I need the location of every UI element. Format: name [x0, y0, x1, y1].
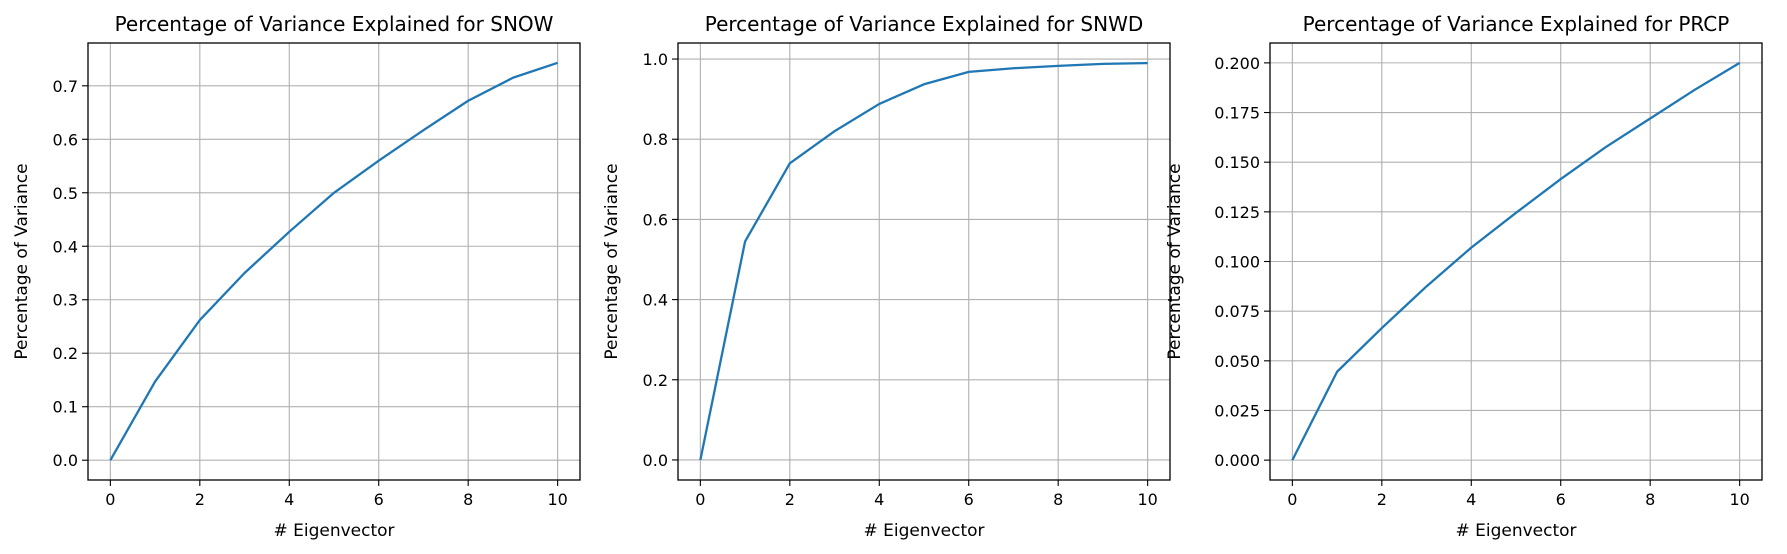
y-tick-label: 0.2 [53, 344, 78, 363]
x-tick-label: 8 [1053, 490, 1063, 509]
y-axis-label: Percentage of Variance [602, 163, 622, 359]
y-tick-label: 0.4 [53, 237, 78, 256]
y-tick-label: 0.175 [1214, 104, 1260, 123]
y-tick-label: 0.000 [1214, 451, 1260, 470]
y-tick-label: 1.0 [643, 50, 668, 69]
x-tick-label: 2 [1377, 490, 1387, 509]
series-line-snwd [699, 61, 1148, 461]
x-tick-label: 10 [1729, 490, 1749, 509]
x-axis-label: # Eigenvector [273, 521, 394, 541]
chart-title: Percentage of Variance Explained for SNO… [115, 12, 554, 36]
y-tick-label: 0.025 [1214, 401, 1260, 420]
chart-title: Percentage of Variance Explained for SNW… [705, 12, 1144, 36]
axes-frame [677, 42, 1171, 481]
y-axis-label: Percentage of Variance [12, 163, 32, 359]
y-tick-label: 0.050 [1214, 352, 1260, 371]
x-tick-label: 8 [463, 490, 473, 509]
y-axis-label: Percentage of Variance [1165, 163, 1185, 359]
x-tick-label: 0 [1287, 490, 1297, 509]
chart-title: Percentage of Variance Explained for PRC… [1303, 12, 1730, 36]
subplot-prcp: 0 2 4 6 8 10 0.000 0.025 0.050 0.075 0.100 0.125 0.1… [1165, 12, 1763, 541]
x-tick-label: 4 [874, 490, 884, 509]
y-tick-label: 0.2 [643, 371, 668, 390]
y-tick-label: 0.125 [1214, 203, 1260, 222]
x-tick-label: 2 [195, 490, 205, 509]
x-tick-label: 10 [1137, 490, 1157, 509]
y-tick-label: 0.150 [1214, 153, 1260, 172]
x-tick-label: 0 [695, 490, 705, 509]
subplot-snwd: 0 2 4 6 8 10 0.0 0.2 0.4 0.6 0.8 1.0 Percentage of V… [602, 12, 1171, 541]
series-line-snow [109, 61, 559, 461]
axes-frame [87, 42, 581, 481]
x-tick-label: 6 [374, 490, 384, 509]
y-tick-label: 0.0 [53, 451, 78, 470]
y-tick-label: 0.5 [53, 184, 78, 203]
x-tick-label: 6 [1556, 490, 1566, 509]
x-tick-label: 6 [964, 490, 974, 509]
y-tick-label: 0.1 [53, 398, 78, 417]
y-tick-label: 0.100 [1214, 253, 1260, 272]
y-tick-label: 0.6 [643, 210, 668, 229]
x-tick-label: 10 [547, 490, 567, 509]
x-axis-label: # Eigenvector [1455, 521, 1576, 541]
y-tick-label: 0.200 [1214, 54, 1260, 73]
series-line-prcp [1291, 61, 1741, 461]
y-tick-label: 0.4 [643, 291, 668, 310]
y-tick-label: 0.075 [1214, 302, 1260, 321]
y-tick-label: 0.3 [53, 291, 78, 310]
x-tick-label: 0 [105, 490, 115, 509]
y-tick-label: 0.8 [643, 130, 668, 149]
y-tick-label: 0.0 [643, 451, 668, 470]
x-tick-label: 4 [1466, 490, 1476, 509]
x-tick-label: 2 [785, 490, 795, 509]
subplot-snow: 0 2 4 6 8 10 0.0 0.1 0.2 0.3 0.4 0.5 0.6 0.7 Percentag… [12, 12, 581, 541]
x-axis-label: # Eigenvector [863, 521, 984, 541]
x-tick-label: 8 [1645, 490, 1655, 509]
x-tick-label: 4 [284, 490, 294, 509]
y-tick-label: 0.7 [53, 77, 78, 96]
y-tick-label: 0.6 [53, 130, 78, 149]
